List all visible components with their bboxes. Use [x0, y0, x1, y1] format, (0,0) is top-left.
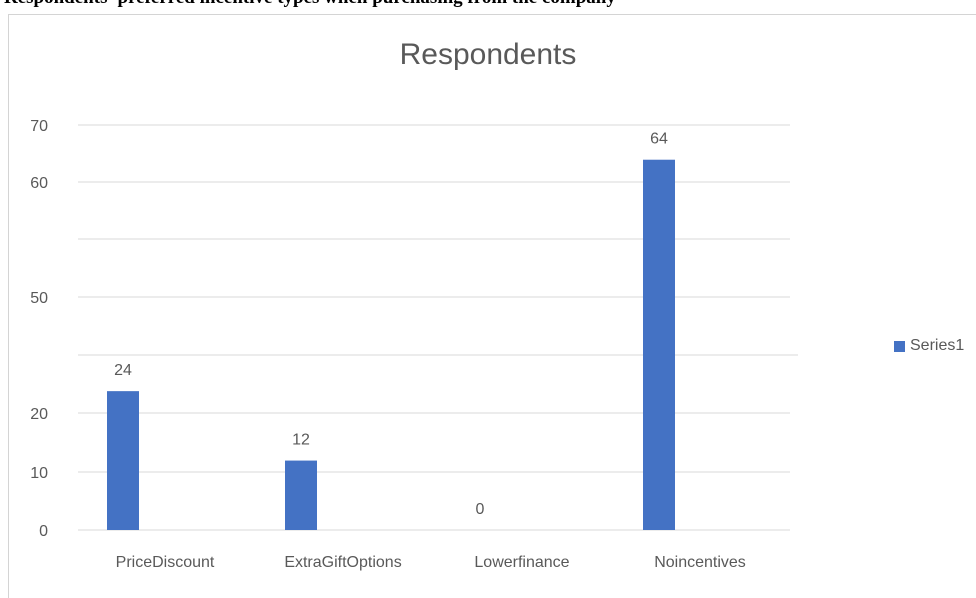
- y-tick-label: 50: [30, 290, 48, 307]
- cropped-heading-strip: Respondents' preferred incentive types w…: [0, 0, 976, 12]
- y-tick-label: 0: [39, 523, 48, 540]
- y-tick-label: 60: [30, 175, 48, 192]
- category-label: Lowerfinance: [474, 554, 569, 571]
- legend: Series1: [894, 337, 964, 355]
- data-label: 0: [476, 501, 485, 518]
- chart-title: Respondents: [399, 38, 577, 71]
- bar: [107, 391, 139, 530]
- y-tick-label: 20: [30, 406, 48, 423]
- cropped-heading-text: Respondents' preferred incentive types w…: [4, 0, 616, 9]
- bar: [643, 159, 675, 530]
- y-tick-label: 10: [30, 465, 48, 482]
- data-label: 64: [650, 131, 668, 148]
- category-label: PriceDiscount: [116, 554, 215, 571]
- y-tick-label: 70: [30, 118, 48, 135]
- data-label: 24: [114, 362, 132, 379]
- legend-swatch: [894, 340, 905, 352]
- legend-label: Series1: [910, 337, 965, 354]
- category-label: Noincentives: [654, 554, 746, 571]
- bar: [285, 460, 317, 530]
- category-label: ExtraGiftOptions: [284, 554, 401, 571]
- data-label: 12: [292, 432, 310, 449]
- chart-frame: [8, 14, 976, 598]
